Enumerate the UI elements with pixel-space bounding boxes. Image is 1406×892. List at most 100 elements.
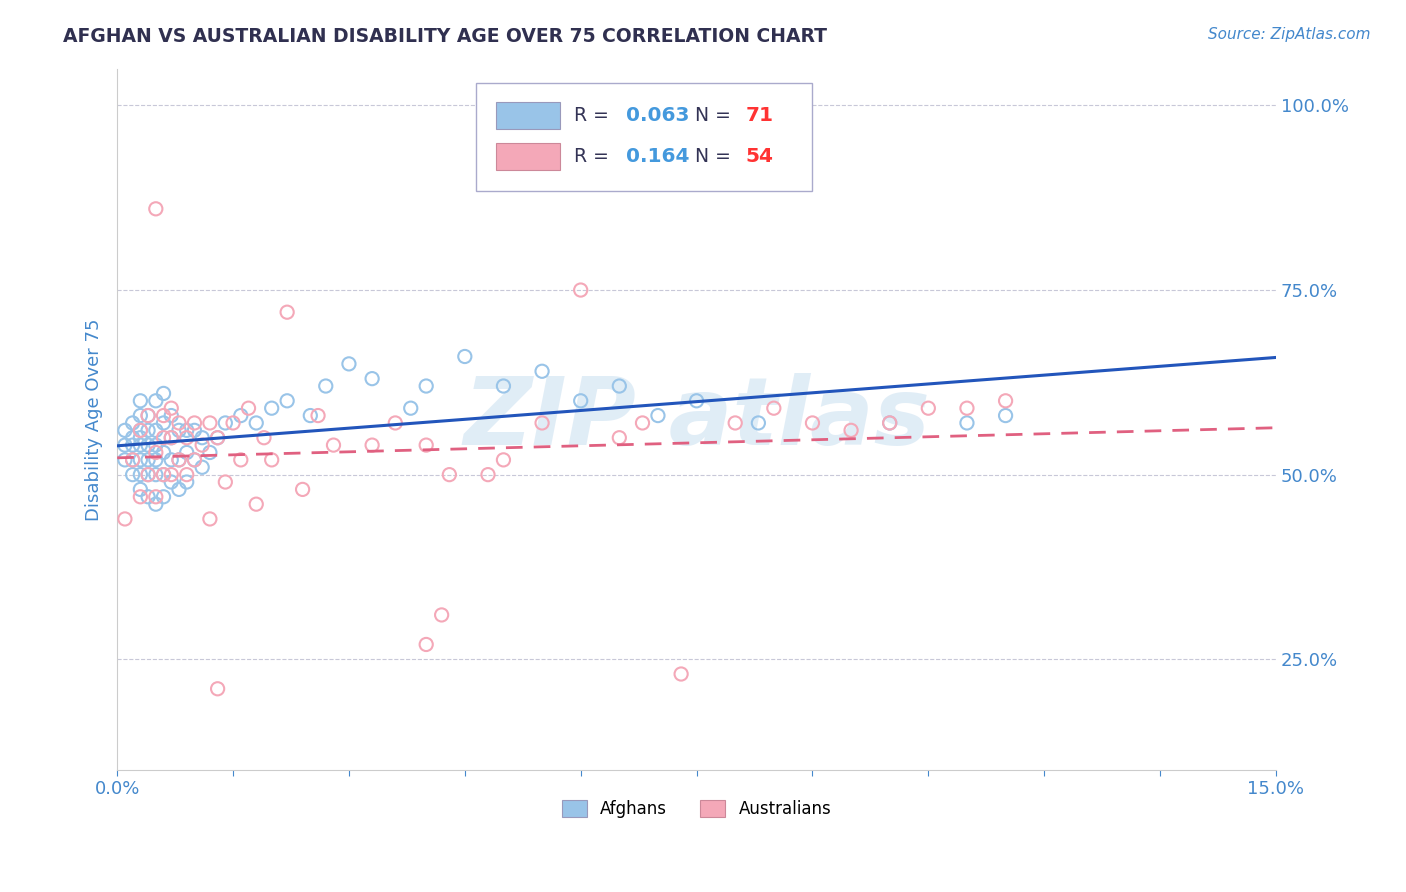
Text: R =: R = bbox=[574, 106, 614, 125]
FancyBboxPatch shape bbox=[477, 83, 813, 191]
Point bbox=[145, 453, 167, 467]
Point bbox=[152, 467, 174, 482]
Point bbox=[879, 416, 901, 430]
Point bbox=[152, 445, 174, 459]
Point bbox=[152, 409, 174, 423]
Point bbox=[145, 497, 167, 511]
Text: R =: R = bbox=[574, 146, 614, 166]
Point bbox=[801, 416, 824, 430]
Point bbox=[160, 431, 183, 445]
Point bbox=[607, 431, 630, 445]
Point bbox=[631, 416, 654, 430]
Text: 54: 54 bbox=[745, 146, 773, 166]
Point bbox=[183, 453, 205, 467]
Point bbox=[214, 416, 236, 430]
Point bbox=[191, 460, 214, 475]
FancyBboxPatch shape bbox=[496, 103, 560, 128]
Point bbox=[121, 453, 143, 467]
Point bbox=[994, 409, 1017, 423]
Point bbox=[198, 445, 221, 459]
Point bbox=[129, 483, 152, 497]
Point bbox=[152, 431, 174, 445]
Text: Source: ZipAtlas.com: Source: ZipAtlas.com bbox=[1208, 27, 1371, 42]
Point bbox=[222, 416, 245, 430]
Point bbox=[724, 416, 747, 430]
Point bbox=[145, 393, 167, 408]
Point bbox=[167, 453, 190, 467]
Point bbox=[361, 438, 384, 452]
Point bbox=[260, 453, 283, 467]
Point bbox=[183, 423, 205, 437]
Point bbox=[191, 431, 214, 445]
Point bbox=[121, 431, 143, 445]
Point bbox=[361, 371, 384, 385]
Point bbox=[145, 438, 167, 452]
Point bbox=[229, 453, 252, 467]
Point bbox=[114, 512, 136, 526]
Point bbox=[136, 423, 159, 437]
Point bbox=[415, 379, 437, 393]
Point bbox=[136, 438, 159, 452]
Point bbox=[176, 431, 198, 445]
Point bbox=[415, 438, 437, 452]
Point bbox=[454, 350, 477, 364]
Point bbox=[607, 379, 630, 393]
Point bbox=[245, 416, 267, 430]
Point bbox=[160, 453, 183, 467]
Point bbox=[136, 409, 159, 423]
Point bbox=[315, 379, 337, 393]
Point bbox=[956, 401, 979, 416]
Point bbox=[136, 490, 159, 504]
Point bbox=[129, 467, 152, 482]
Point bbox=[160, 409, 183, 423]
Point bbox=[176, 475, 198, 489]
Point bbox=[384, 416, 406, 430]
Point bbox=[145, 467, 167, 482]
Point bbox=[492, 379, 515, 393]
Text: 0.063: 0.063 bbox=[626, 106, 689, 125]
Point bbox=[136, 453, 159, 467]
Point bbox=[136, 409, 159, 423]
Point bbox=[307, 409, 329, 423]
Point bbox=[430, 607, 453, 622]
Text: 71: 71 bbox=[745, 106, 773, 125]
Point bbox=[129, 438, 152, 452]
Point bbox=[167, 453, 190, 467]
Point bbox=[152, 416, 174, 430]
Point bbox=[121, 438, 143, 452]
Point bbox=[238, 401, 260, 416]
Point bbox=[183, 416, 205, 430]
Point bbox=[129, 490, 152, 504]
Point bbox=[569, 283, 592, 297]
Point bbox=[114, 453, 136, 467]
Point bbox=[145, 202, 167, 216]
Point bbox=[136, 467, 159, 482]
Point bbox=[399, 401, 422, 416]
Point bbox=[669, 667, 692, 681]
Point bbox=[253, 431, 276, 445]
Point bbox=[569, 393, 592, 408]
Point bbox=[167, 423, 190, 437]
Text: 0.164: 0.164 bbox=[626, 146, 689, 166]
Point bbox=[176, 445, 198, 459]
Point bbox=[145, 423, 167, 437]
Point bbox=[198, 416, 221, 430]
Point bbox=[121, 416, 143, 430]
Point bbox=[439, 467, 461, 482]
Point bbox=[129, 431, 152, 445]
Point bbox=[121, 453, 143, 467]
Point bbox=[245, 497, 267, 511]
Point bbox=[129, 409, 152, 423]
Point bbox=[531, 364, 554, 378]
Point bbox=[492, 453, 515, 467]
Point bbox=[994, 393, 1017, 408]
Point bbox=[129, 453, 152, 467]
Point bbox=[198, 512, 221, 526]
Point bbox=[276, 305, 298, 319]
Point bbox=[879, 416, 901, 430]
Point bbox=[207, 681, 229, 696]
Point bbox=[299, 409, 322, 423]
Point bbox=[152, 490, 174, 504]
Text: ZIP atlas: ZIP atlas bbox=[463, 373, 931, 466]
Point bbox=[647, 409, 669, 423]
